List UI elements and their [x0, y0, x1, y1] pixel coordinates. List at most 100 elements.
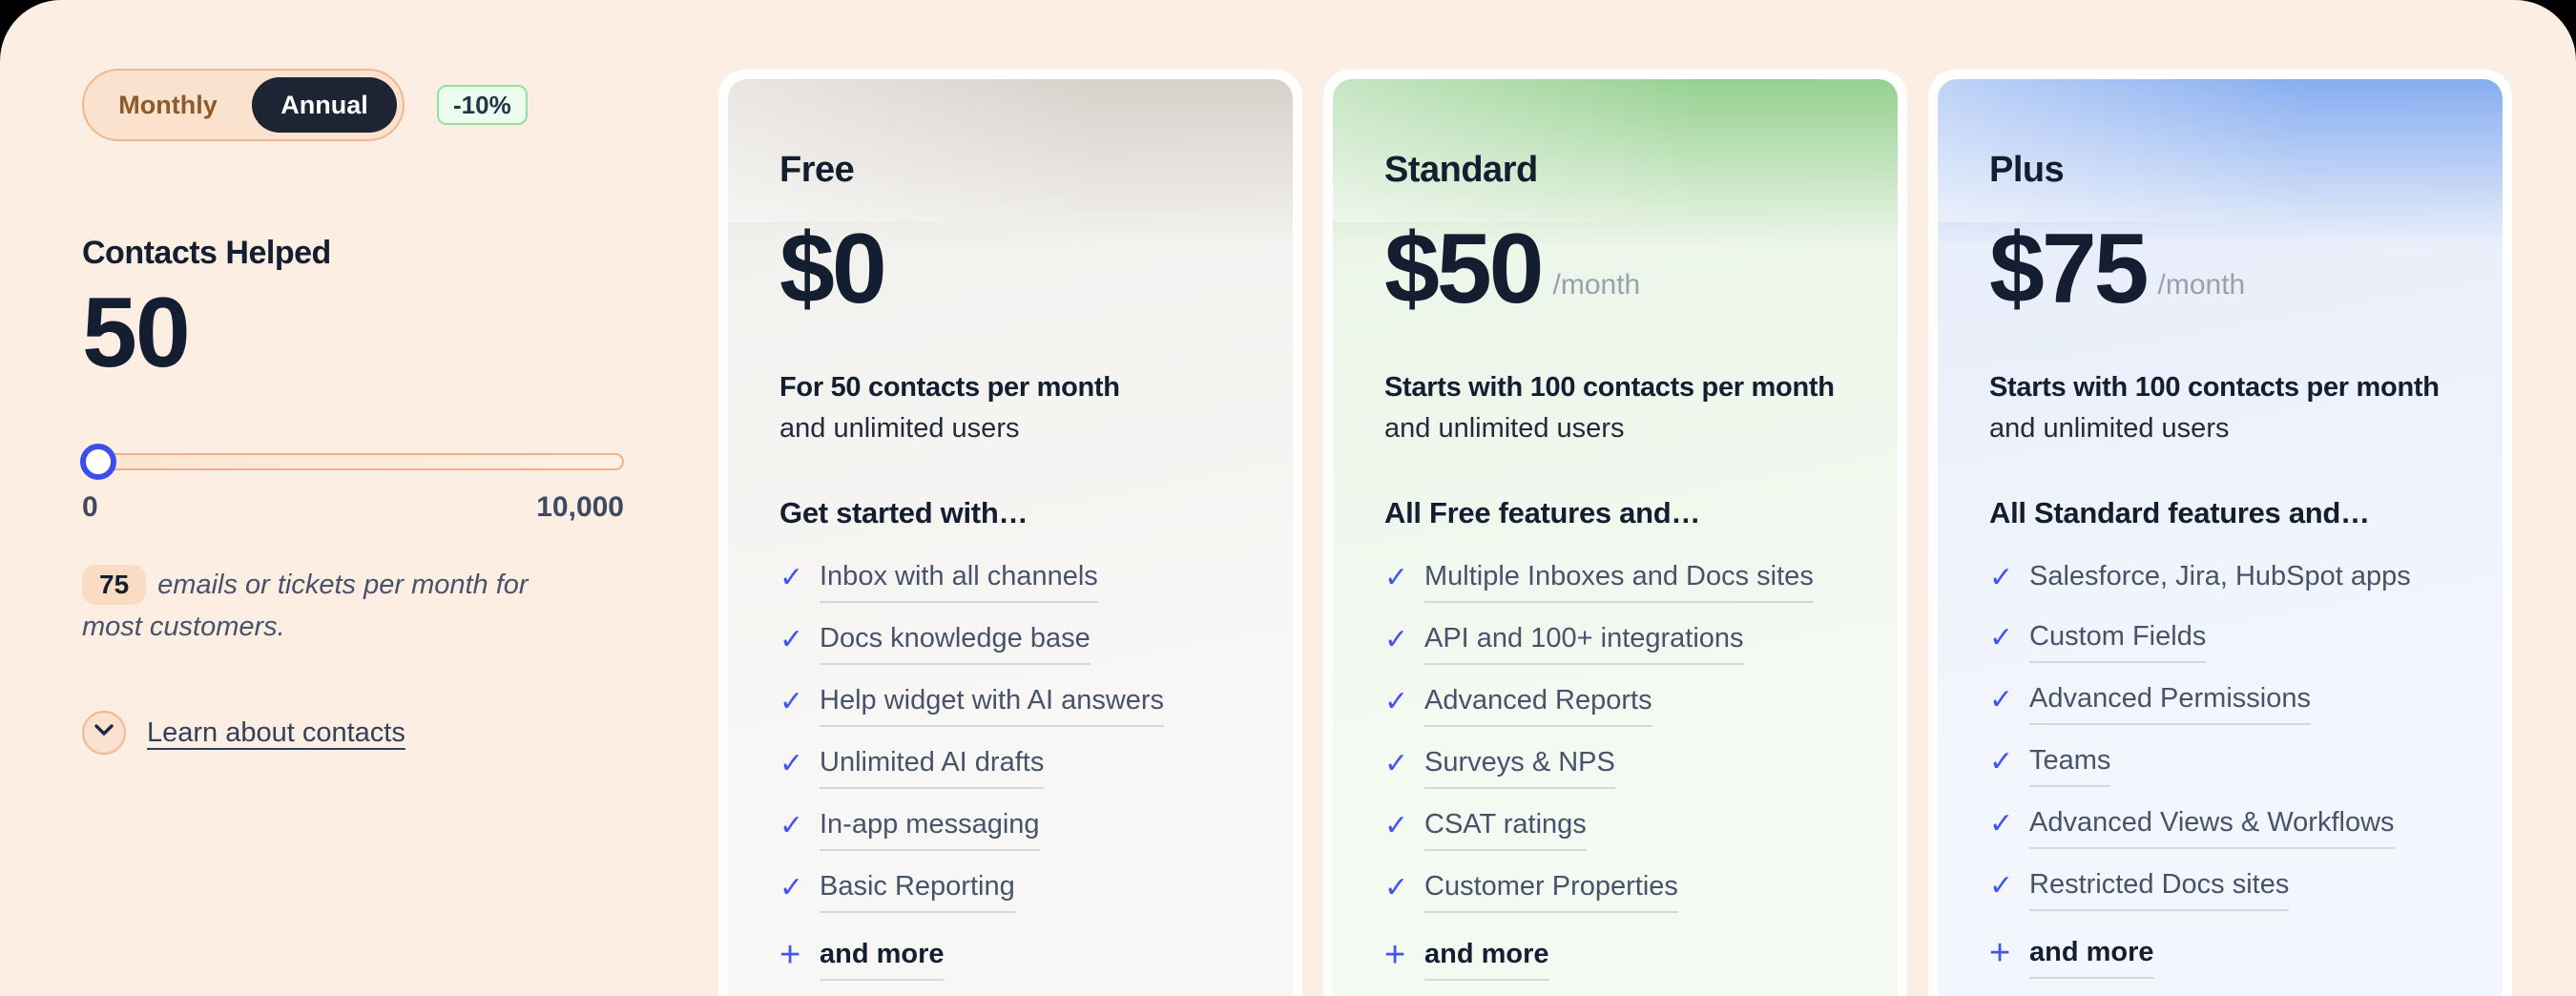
- feature-item: ✓ Teams: [1989, 745, 2451, 787]
- plan-title: Plus: [1989, 150, 2065, 190]
- usage-note: 75 emails or tickets per month for most c…: [82, 564, 602, 648]
- check-icon: ✓: [1384, 624, 1409, 655]
- check-icon: ✓: [1989, 684, 2014, 716]
- feature-link[interactable]: Advanced Views & Workflows: [2029, 807, 2395, 849]
- plan-price: $0: [779, 214, 887, 324]
- feature-item: ✓ Surveys & NPS: [1384, 747, 1846, 789]
- plan-subtitle: and unlimited users: [779, 413, 1020, 444]
- feature-link[interactable]: Inbox with all channels: [820, 561, 1098, 603]
- plus-icon: +: [779, 935, 801, 975]
- feature-item: ✓ Inbox with all channels: [779, 561, 1241, 603]
- feature-link[interactable]: Teams: [2029, 745, 2111, 787]
- check-icon: ✓: [1989, 622, 2014, 654]
- plan-title: Free: [779, 150, 855, 190]
- feature-link[interactable]: Multiple Inboxes and Docs sites: [1424, 561, 1814, 603]
- plan-card-plus-inner: Plus $75 /month Starts with 100 contacts…: [1938, 79, 2503, 996]
- features-list: ✓ Inbox with all channels ✓ Docs knowled…: [779, 561, 1241, 981]
- usage-note-text-line2: most customers.: [82, 612, 285, 643]
- contacts-helped-value: 50: [82, 278, 191, 388]
- check-icon: ✓: [1384, 810, 1409, 841]
- plan-card-standard: Standard $50 /month Starts with 100 cont…: [1323, 70, 1907, 996]
- billing-period-toggle[interactable]: Monthly Annual: [82, 69, 405, 141]
- plan-period: /month: [2157, 269, 2246, 301]
- features-heading: All Standard features and…: [1989, 496, 2370, 529]
- feature-link[interactable]: Advanced Reports: [1424, 685, 1652, 727]
- plan-card-standard-inner: Standard $50 /month Starts with 100 cont…: [1333, 79, 1898, 996]
- feature-item: ✓ Advanced Permissions: [1989, 683, 2451, 725]
- learn-about-contacts-link[interactable]: Learn about contacts: [147, 716, 405, 748]
- slider-thumb[interactable]: [80, 444, 116, 480]
- and-more-link[interactable]: and more: [1424, 939, 1549, 981]
- billing-toggle-row: Monthly Annual -10%: [82, 69, 645, 141]
- and-more-link[interactable]: and more: [2029, 937, 2154, 979]
- feature-item: ✓ Help widget with AI answers: [779, 685, 1241, 727]
- features-heading: All Free features and…: [1384, 496, 1701, 529]
- feature-link[interactable]: Restricted Docs sites: [2029, 869, 2290, 911]
- feature-item: ✓ Basic Reporting: [779, 871, 1241, 913]
- plan-subtitle-bold: Starts with 100 contacts per month: [1989, 372, 2440, 403]
- plan-subtitle: and unlimited users: [1989, 413, 2230, 444]
- feature-link[interactable]: Basic Reporting: [820, 871, 1015, 913]
- feature-link[interactable]: In-app messaging: [820, 809, 1040, 851]
- check-icon: ✓: [1989, 870, 2014, 902]
- feature-link[interactable]: Customer Properties: [1424, 871, 1678, 913]
- feature-item-more: + and more: [779, 935, 1241, 981]
- feature-link[interactable]: Custom Fields: [2029, 621, 2207, 663]
- check-icon: ✓: [1384, 748, 1409, 779]
- feature-item-more: + and more: [1384, 937, 1846, 981]
- feature-link[interactable]: Surveys & NPS: [1424, 747, 1615, 789]
- check-icon: ✓: [779, 624, 804, 655]
- plan-price: $75: [1989, 214, 2150, 324]
- pricing-sidebar: Monthly Annual -10% Contacts Helped 50 0…: [80, 69, 645, 756]
- feature-link[interactable]: Advanced Permissions: [2029, 683, 2311, 725]
- price-row: $50 /month: [1384, 212, 1846, 319]
- feature-item: ✓ Custom Fields: [1989, 621, 2451, 663]
- feature-item: ✓ API and 100+ integrations: [1384, 623, 1846, 665]
- check-icon: ✓: [779, 686, 804, 717]
- plan-price: $50: [1384, 214, 1545, 324]
- check-icon: ✓: [1384, 686, 1409, 717]
- plus-icon: +: [1989, 933, 2011, 973]
- check-icon: ✓: [779, 748, 804, 779]
- check-icon: ✓: [1384, 562, 1409, 593]
- slider-track[interactable]: [90, 453, 624, 470]
- feature-link[interactable]: Unlimited AI drafts: [820, 747, 1045, 789]
- learn-about-contacts-row: Learn about contacts: [82, 711, 645, 756]
- feature-item: ✓ Multiple Inboxes and Docs sites: [1384, 561, 1846, 603]
- feature-link[interactable]: Docs knowledge base: [820, 623, 1091, 665]
- feature-link[interactable]: CSAT ratings: [1424, 809, 1587, 851]
- plan-subtitle-bold: Starts with 100 contacts per month: [1384, 372, 1835, 403]
- contacts-helped-heading: Contacts Helped: [82, 235, 331, 271]
- usage-note-value: 75: [82, 565, 147, 605]
- plan-card-plus: Plus $75 /month Starts with 100 contacts…: [1928, 70, 2512, 996]
- plan-subtitle: and unlimited users: [1384, 413, 1625, 444]
- plan-cards: Free $0 For 50 contacts per month and un…: [718, 70, 2512, 996]
- feature-item: ✓ Advanced Reports: [1384, 685, 1846, 727]
- check-icon: ✓: [1989, 746, 2014, 778]
- feature-item: ✓ Salesforce, Jira, HubSpot apps: [1989, 561, 2451, 601]
- contacts-slider[interactable]: [80, 444, 624, 480]
- learn-expand-button[interactable]: [82, 711, 126, 756]
- feature-item: ✓ CSAT ratings: [1384, 809, 1846, 851]
- features-heading: Get started with…: [779, 496, 1028, 529]
- plan-title: Standard: [1384, 150, 1538, 190]
- plan-card-free-inner: Free $0 For 50 contacts per month and un…: [728, 79, 1293, 996]
- toggle-option-monthly[interactable]: Monthly: [118, 90, 218, 119]
- usage-note-text-line1: emails or tickets per month for: [157, 570, 529, 600]
- feature-link[interactable]: API and 100+ integrations: [1424, 623, 1744, 665]
- check-icon: ✓: [1989, 808, 2014, 840]
- feature-link[interactable]: Salesforce, Jira, HubSpot apps: [2029, 561, 2411, 591]
- feature-item: ✓ Advanced Views & Workflows: [1989, 807, 2451, 849]
- check-icon: ✓: [1384, 872, 1409, 903]
- feature-link[interactable]: Help widget with AI answers: [820, 685, 1165, 727]
- feature-item: ✓ Restricted Docs sites: [1989, 869, 2451, 911]
- chevron-down-icon: [94, 724, 114, 741]
- feature-item: ✓ Docs knowledge base: [779, 623, 1241, 665]
- and-more-link[interactable]: and more: [820, 939, 945, 981]
- slider-labels: 0 10,000: [82, 491, 624, 524]
- feature-item: ✓ Customer Properties: [1384, 871, 1846, 913]
- price-row: $0: [779, 212, 1241, 319]
- check-icon: ✓: [779, 562, 804, 593]
- toggle-option-annual[interactable]: Annual: [252, 77, 397, 133]
